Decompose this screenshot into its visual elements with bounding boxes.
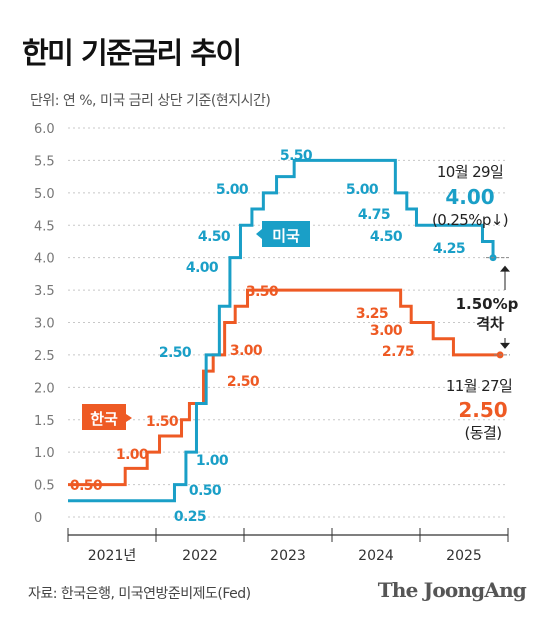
us-data-label: 1.00 [196,453,229,469]
gap-label: 격차 [476,315,504,333]
us-data-label: 4.75 [358,207,390,223]
unit-note: 단위: 연 %, 미국 금리 상단 기준(현지시간) [30,93,271,109]
us-data-label: 5.50 [280,148,313,164]
brand-logo: The JoongAng [377,578,527,602]
us-data-label: 0.50 [189,483,222,499]
y-tick-label: 3.5 [34,284,55,299]
us-data-label: 4.25 [433,241,465,257]
korea-latest-value: 2.50 [458,398,507,422]
data-labels: 0.25 0.50 1.00 2.50 4.00 4.50 5.00 5.50 5.00 4.75… [70,148,466,525]
us-data-label: 5.00 [346,182,379,198]
y-tick-label: 0.5 [34,479,55,494]
x-tick-label: 2025 [446,548,482,564]
us-date: 10월 29일 [437,163,503,181]
korea-data-label: 2.75 [382,344,414,360]
y-tick-label: 4.0 [34,252,55,267]
korea-data-label: 3.25 [356,306,388,322]
y-axis: 0 0.5 1.0 1.5 2.0 2.5 3.0 3.5 4.0 4.5 5.0 5.5 6.0 [34,122,55,526]
korea-data-label: 1.00 [116,447,149,463]
us-data-label: 4.50 [370,229,403,245]
us-latest-value: 4.00 [445,185,494,209]
y-tick-label: 2.0 [34,381,55,396]
korea-legend-label: 한국 [90,410,118,428]
x-tick-label: 2022 [182,548,218,564]
y-tick-label: 4.5 [34,219,55,234]
y-tick-label: 1.5 [34,414,55,429]
us-data-label: 2.50 [159,345,192,361]
korea-data-label: 3.00 [370,323,403,339]
us-data-label: 4.50 [198,229,231,245]
series-lines [68,158,504,503]
y-tick-label: 5.5 [34,154,55,169]
annotations: 10월 29일 4.00 (0.25%p↓) 1.50%p 격차 11월 27일 2.50 (… [432,163,519,442]
us-data-label: 5.00 [216,182,249,198]
korea-data-label: 1.50 [146,414,179,430]
page-title: 한미 기준금리 추이 [22,36,242,70]
x-tick-label: 2021년 [88,548,137,564]
x-tick-label: 2024 [358,548,394,564]
us-data-label: 0.25 [174,509,206,525]
us-legend-box [256,221,310,247]
korea-data-label: 2.50 [227,374,260,390]
y-tick-label: 3.0 [34,317,55,332]
korea-data-label: 0.50 [70,478,103,494]
korea-legend-box [82,404,132,430]
us-legend-label: 미국 [272,227,300,245]
us-change: (0.25%p↓) [432,211,508,229]
y-tick-label: 2.5 [34,349,55,364]
korea-data-label: 3.50 [246,284,279,300]
us-line [68,158,495,503]
x-tick-label: 2023 [270,548,306,564]
gap-arrow-top-head [500,265,510,272]
korea-change: (동결) [465,424,502,442]
gap-value: 1.50%p [456,295,519,313]
y-tick-label: 6.0 [34,122,55,137]
y-tick-label: 1.0 [34,446,55,461]
x-axis: 2021년 2022 2023 2024 2025 [67,528,509,564]
korea-data-label: 3.00 [230,343,263,359]
korea-date: 11월 27일 [446,377,512,395]
us-data-label: 4.00 [186,260,219,276]
y-tick-label: 0 [34,511,42,526]
gap-arrow-bottom-head [500,342,510,349]
y-tick-label: 5.0 [34,187,55,202]
source-note: 자료: 한국은행, 미국연방준비제도(Fed) [28,586,251,602]
